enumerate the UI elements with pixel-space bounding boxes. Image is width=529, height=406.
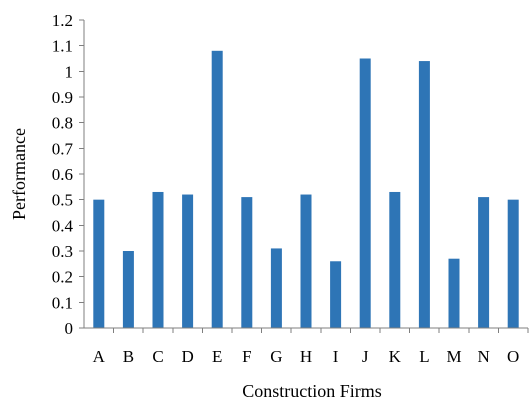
x-tick-label: K (389, 347, 402, 366)
x-tick-label: G (270, 347, 282, 366)
x-tick-label: B (123, 347, 134, 366)
bar-h (300, 194, 312, 328)
bar-f (241, 197, 253, 328)
y-tick-label: 0.2 (52, 268, 73, 287)
bar-l (418, 61, 430, 329)
bar-o (507, 199, 519, 328)
x-tick-label: D (181, 347, 193, 366)
bar-d (182, 194, 194, 328)
y-tick-label: 0.4 (52, 216, 74, 235)
x-tick-label: E (212, 347, 222, 366)
bar-b (122, 251, 134, 328)
y-tick-label: 1.1 (52, 37, 73, 56)
y-tick-label: 1.2 (52, 11, 73, 30)
y-tick-label: 1 (65, 62, 74, 81)
bar-m (448, 258, 460, 328)
x-tick-label: O (507, 347, 519, 366)
x-tick-label: I (333, 347, 339, 366)
bar-a (93, 199, 105, 328)
y-tick-label: 0 (65, 319, 74, 338)
axes-group (79, 19, 529, 333)
y-axis-title: Performance (9, 128, 29, 220)
x-axis-title: Construction Firms (242, 381, 382, 401)
y-tick-label: 0.3 (52, 242, 73, 261)
bar-g (270, 248, 282, 328)
y-tick-label: 0.5 (52, 191, 73, 210)
x-tick-label: N (477, 347, 489, 366)
bar-j (359, 58, 371, 328)
x-tick-label: L (419, 347, 429, 366)
x-tick-label: F (242, 347, 251, 366)
bar-i (330, 261, 342, 328)
x-tick-label: J (362, 347, 369, 366)
bar-n (478, 197, 490, 328)
y-tick-label: 0.9 (52, 88, 73, 107)
x-tick-label: H (300, 347, 312, 366)
x-tick-label: C (152, 347, 163, 366)
y-tick-label: 0.6 (52, 165, 73, 184)
x-tick-label: A (93, 347, 106, 366)
y-tick-label: 0.8 (52, 114, 73, 133)
y-tick-label: 0.1 (52, 293, 73, 312)
x-tick-label: M (446, 347, 461, 366)
bar-c (152, 191, 164, 328)
bar-e (211, 50, 223, 329)
bar-k (389, 191, 401, 328)
bars-group (93, 50, 519, 329)
y-tick-labels: 0 0.1 0.2 0.3 0.4 0.5 0.6 0.7 0.8 0.9 1 1.1 1.2 (52, 11, 74, 338)
y-tick-label: 0.7 (52, 139, 74, 158)
